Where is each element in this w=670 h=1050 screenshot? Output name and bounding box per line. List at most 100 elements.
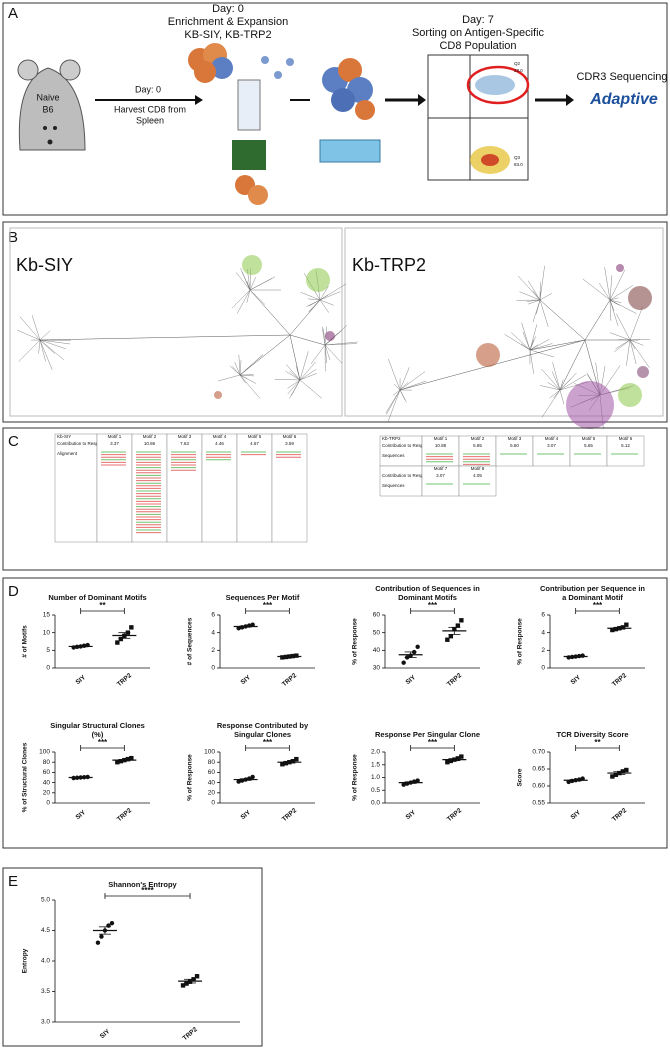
tree-branch: [39, 334, 291, 341]
cells-illustration: [188, 43, 381, 205]
tree-branch: [239, 360, 242, 376]
tree-branch: [393, 389, 401, 396]
x-tick-label: SIY: [570, 674, 583, 687]
table-cell: [421, 435, 460, 467]
tree-branch: [296, 366, 301, 381]
data-point: [180, 983, 186, 988]
y-axis-label: % of Response: [352, 754, 359, 801]
y-axis-label: % of Response: [187, 754, 194, 801]
error-bar: [448, 758, 461, 762]
tree-branch: [609, 285, 633, 301]
tree-branch: [529, 324, 538, 351]
y-tick-label: 50: [373, 629, 381, 636]
panel-e-frame: [2, 867, 263, 1047]
mouse-label: B6: [42, 104, 53, 114]
step-label: CD8 Population: [439, 40, 516, 52]
error-bar: [569, 779, 582, 782]
significance-label: ***: [263, 738, 273, 747]
clone-bubble: [566, 381, 614, 429]
tree-branch: [528, 280, 541, 301]
y-tick-label: 4.0: [41, 958, 50, 965]
error-bar: [448, 626, 461, 635]
panel-letter: B: [8, 229, 18, 246]
error-bar: [239, 778, 252, 781]
data-point: [95, 940, 101, 945]
tree-branch: [239, 374, 248, 379]
x-tick-label: TRP2: [611, 807, 629, 823]
tree-branch: [300, 292, 321, 301]
arrow-head: [566, 94, 574, 106]
y-tick-label: 3.0: [41, 1019, 50, 1026]
y-tick-label: 1.0: [371, 774, 380, 781]
tree-branch: [629, 339, 637, 365]
error-bar: [569, 655, 582, 658]
tree-branch: [319, 294, 328, 301]
tree-branch: [559, 389, 565, 405]
tree-frame: [9, 227, 343, 417]
tree-branch: [308, 299, 321, 307]
y-tick-label: 0.70: [532, 749, 545, 756]
tree-branch: [552, 362, 561, 391]
y-tick-label: 15: [43, 612, 51, 619]
y-tick-label: 3.5: [41, 988, 50, 995]
tree-branch: [39, 339, 64, 360]
gate-label: Q2: [514, 61, 521, 66]
motif-header: Motif 6: [619, 436, 633, 441]
y-tick-label: 4: [211, 629, 215, 636]
tree-branch: [238, 354, 241, 376]
tree-branch: [324, 344, 343, 364]
step-label: Spleen: [136, 115, 164, 125]
tree-branch: [319, 285, 329, 301]
motif-header: Motif 5: [248, 434, 262, 439]
motif-contribution: 3.37: [110, 441, 119, 446]
tree-branch: [529, 339, 586, 351]
y-tick-label: 0: [541, 665, 545, 672]
y-tick-label: 100: [204, 749, 215, 756]
significance-label: ***: [263, 601, 273, 610]
tree-branch: [274, 379, 301, 381]
tree-branch: [289, 370, 301, 381]
tree-branch: [387, 389, 401, 422]
tree-branch: [39, 339, 66, 349]
tree-branch: [609, 297, 619, 301]
motif-header: Motif 3: [508, 436, 522, 441]
tree-branch: [246, 289, 251, 303]
table-cell: [458, 465, 497, 497]
motif-contribution: 7.63: [180, 441, 189, 446]
significance-label: **: [594, 738, 601, 747]
x-tick-label: TRP2: [446, 807, 464, 823]
tree-branch: [609, 332, 631, 341]
y-tick-label: 20: [208, 790, 216, 797]
table-cell: [379, 465, 423, 497]
mouse-label: Naive: [36, 92, 59, 102]
significance-label: ***: [428, 601, 438, 610]
tree-branch: [308, 299, 321, 313]
motif-contribution: 3.59: [285, 441, 294, 446]
tree-branch: [38, 339, 41, 354]
tree-branch: [559, 379, 564, 391]
tree-branch: [39, 330, 51, 341]
clone-bubble: [325, 331, 335, 341]
data-point: [115, 760, 120, 765]
tree-branch: [399, 371, 426, 391]
x-tick-label: TRP2: [446, 672, 464, 688]
significance-label: ***: [428, 738, 438, 747]
tree-branch: [541, 368, 561, 391]
table-corner: Kb-TRP2: [382, 436, 401, 441]
tree-branch: [249, 289, 291, 336]
significance-label: **: [99, 601, 106, 610]
tree-branch: [231, 289, 251, 309]
data-point: [99, 934, 104, 939]
tree-branch: [599, 283, 611, 301]
tree-branch: [299, 361, 316, 381]
data-point: [129, 625, 134, 630]
tree-branch: [504, 334, 531, 351]
y-tick-label: 0: [46, 800, 50, 807]
y-tick-label: 2.0: [371, 749, 380, 756]
clone-bubble: [476, 343, 500, 367]
table-cell: [606, 435, 645, 467]
tree-branch: [547, 382, 561, 391]
y-tick-label: 6: [211, 612, 215, 619]
y-tick-label: 0.60: [532, 783, 545, 790]
tree-branch: [285, 364, 301, 381]
